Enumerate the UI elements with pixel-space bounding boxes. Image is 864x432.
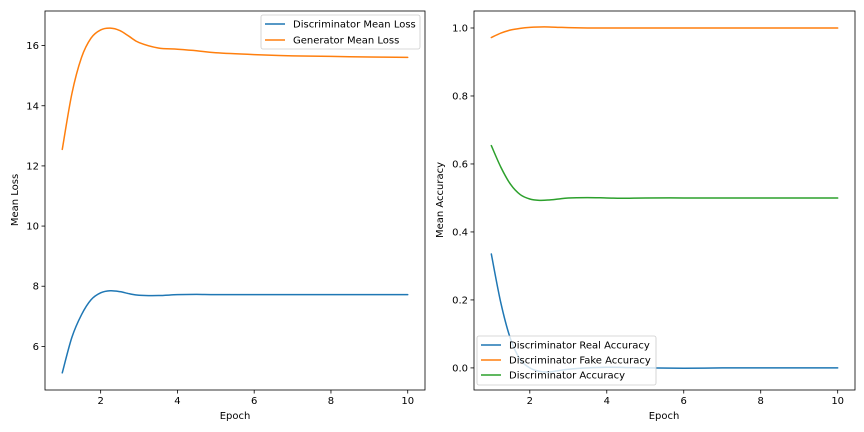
loss-legend-label-generator: Generator Mean Loss	[293, 36, 399, 47]
accuracy-legend-box	[476, 335, 657, 386]
loss-x-axis-label: Epoch	[220, 411, 251, 422]
accuracy-legend-label-real: Discriminator Real Accuracy	[509, 341, 650, 352]
loss-series-layer	[61, 27, 409, 374]
loss-legend-label-discriminator: Discriminator Mean Loss	[293, 20, 416, 31]
accuracy-y-tick-label: 0.6	[452, 159, 468, 170]
accuracy-chart: 2 4 6 8 10 0.0 0.2 0.4 0.6 0.8 1.0 Epoch Mean Acc…	[435, 10, 856, 422]
accuracy-x-tick-label: 8	[758, 396, 764, 407]
accuracy-x-tick-label: 10	[831, 396, 844, 407]
loss-x-tick-label: 10	[401, 396, 414, 407]
loss-legend: Discriminator Mean Loss Generator Mean L…	[260, 14, 421, 50]
accuracy-legend-label-fake: Discriminator Fake Accuracy	[509, 356, 651, 367]
loss-y-tick-label: 10	[26, 222, 39, 233]
loss-x-ticks: 2 4 6 8 10	[97, 390, 414, 407]
loss-legend-box	[260, 14, 421, 50]
accuracy-x-axis-label: Epoch	[649, 411, 680, 422]
loss-plot-area	[45, 11, 425, 390]
loss-series-line-0	[61, 289, 409, 374]
accuracy-series-line-1	[490, 26, 839, 39]
accuracy-x-tick-label: 2	[527, 396, 533, 407]
accuracy-y-tick-label: 0.8	[452, 91, 468, 102]
accuracy-y-ticks: 0.0 0.2 0.4 0.6 0.8 1.0	[452, 23, 474, 374]
loss-x-tick-label: 2	[97, 396, 103, 407]
accuracy-y-tick-label: 0.0	[452, 363, 468, 374]
accuracy-y-tick-label: 1.0	[452, 23, 468, 34]
accuracy-series-line-2	[490, 144, 839, 202]
accuracy-legend-label-overall: Discriminator Accuracy	[509, 371, 625, 382]
accuracy-y-tick-label: 0.4	[452, 227, 468, 238]
loss-y-tick-label: 8	[33, 282, 39, 293]
accuracy-y-axis-label: Mean Accuracy	[435, 162, 446, 238]
loss-series-line-1	[61, 27, 409, 151]
accuracy-x-tick-label: 4	[604, 396, 610, 407]
loss-y-tick-label: 6	[33, 342, 39, 353]
accuracy-plot-area	[474, 11, 855, 390]
loss-y-tick-label: 12	[26, 161, 39, 172]
loss-y-axis-label: Mean Loss	[10, 174, 21, 226]
loss-y-tick-label: 16	[26, 41, 39, 52]
accuracy-x-tick-label: 6	[681, 396, 687, 407]
loss-x-tick-label: 4	[174, 396, 180, 407]
loss-chart: 2 4 6 8 10 6 8 10 12 14 16 Epoch Mean Loss Discri…	[10, 10, 426, 422]
accuracy-y-tick-label: 0.2	[452, 295, 468, 306]
loss-x-tick-label: 6	[251, 396, 257, 407]
loss-x-tick-label: 8	[328, 396, 334, 407]
loss-y-ticks: 6 8 10 12 14 16	[26, 41, 45, 353]
accuracy-plot-frame	[473, 10, 856, 391]
accuracy-legend: Discriminator Real Accuracy Discriminato…	[476, 335, 657, 386]
loss-plot-frame	[44, 10, 426, 391]
accuracy-x-ticks: 2 4 6 8 10	[527, 390, 844, 407]
loss-y-tick-label: 14	[26, 101, 39, 112]
